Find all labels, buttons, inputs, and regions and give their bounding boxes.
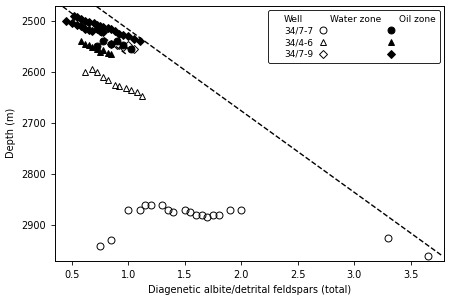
Legend: Well, 34/7-7, 34/4-6, 34/7-9, Water zone, , , , Oil zone, , , : Well, 34/7-7, 34/4-6, 34/7-9, Water zone…	[268, 10, 440, 63]
Y-axis label: Depth (m): Depth (m)	[5, 108, 16, 158]
X-axis label: Diagenetic albite/detrital feldspars (total): Diagenetic albite/detrital feldspars (to…	[148, 285, 351, 296]
